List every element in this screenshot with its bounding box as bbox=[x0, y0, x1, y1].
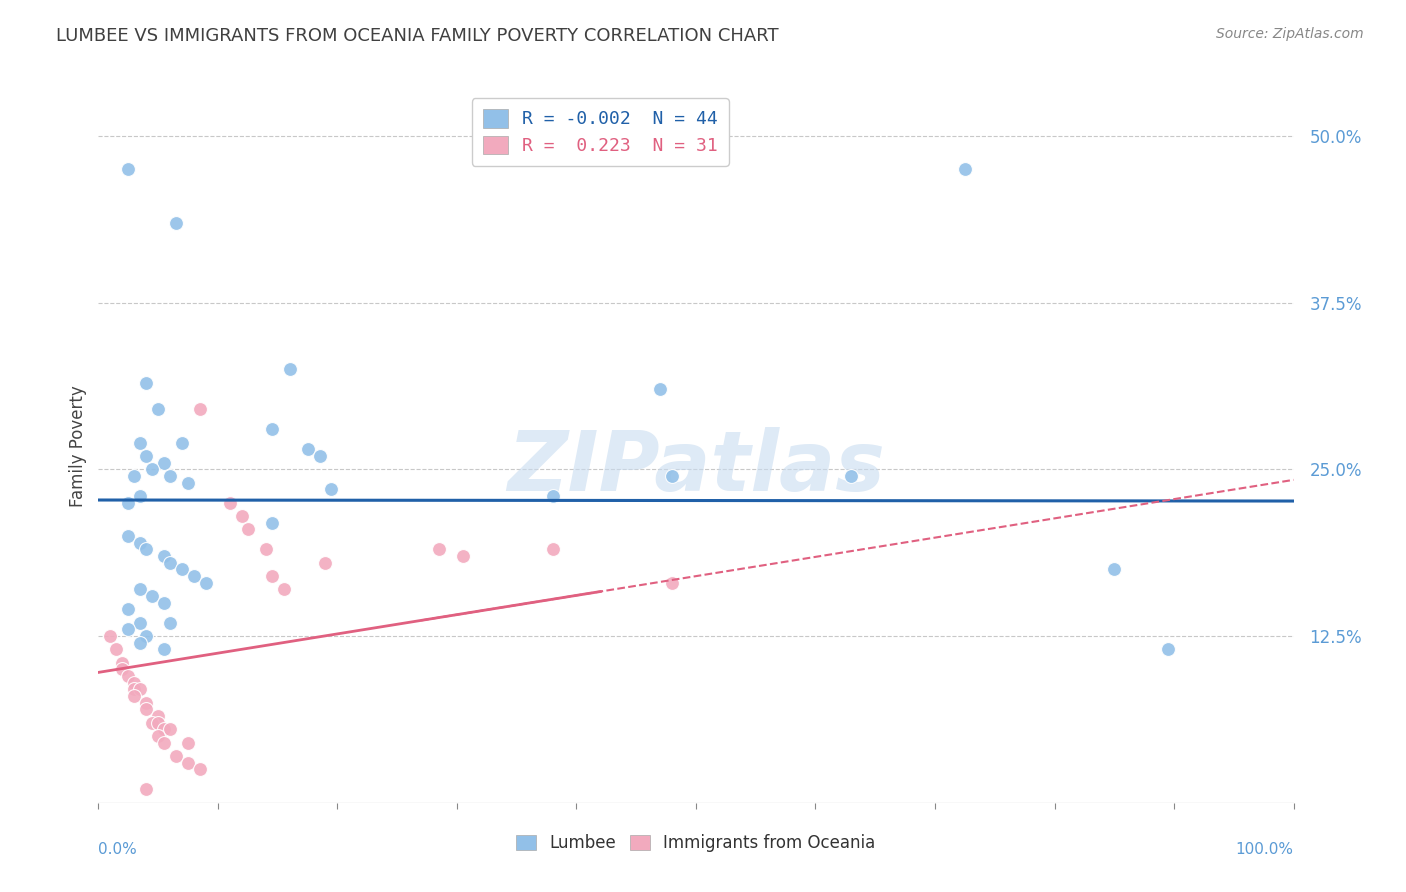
Point bbox=[124, 469, 146, 483]
Point bbox=[135, 449, 157, 463]
Point bbox=[148, 715, 170, 730]
Text: LUMBEE VS IMMIGRANTS FROM OCEANIA FAMILY POVERTY CORRELATION CHART: LUMBEE VS IMMIGRANTS FROM OCEANIA FAMILY… bbox=[56, 27, 779, 45]
Point bbox=[98, 629, 122, 643]
Point bbox=[148, 402, 170, 417]
Point bbox=[135, 782, 157, 797]
Point bbox=[308, 449, 330, 463]
Point bbox=[117, 669, 139, 683]
Point bbox=[141, 715, 163, 730]
Point bbox=[1104, 562, 1126, 576]
Legend: R = -0.002  N = 44, R =  0.223  N = 31: R = -0.002 N = 44, R = 0.223 N = 31 bbox=[472, 98, 728, 166]
Point bbox=[111, 656, 134, 670]
Text: Source: ZipAtlas.com: Source: ZipAtlas.com bbox=[1216, 27, 1364, 41]
Point bbox=[141, 462, 163, 476]
Point bbox=[117, 162, 139, 177]
Point bbox=[841, 469, 863, 483]
Point bbox=[153, 736, 176, 750]
Point bbox=[153, 723, 176, 737]
Point bbox=[159, 556, 181, 570]
Point bbox=[153, 549, 176, 563]
Point bbox=[153, 456, 176, 470]
Point bbox=[315, 556, 337, 570]
Point bbox=[172, 562, 194, 576]
Point bbox=[153, 596, 176, 610]
Point bbox=[135, 702, 157, 716]
Point bbox=[195, 575, 218, 590]
Point bbox=[661, 575, 683, 590]
Point bbox=[219, 496, 242, 510]
Point bbox=[188, 402, 211, 417]
Point bbox=[159, 723, 181, 737]
Point bbox=[648, 382, 672, 396]
Point bbox=[124, 675, 146, 690]
Point bbox=[321, 483, 343, 497]
Point bbox=[117, 602, 139, 616]
Point bbox=[273, 582, 295, 597]
Text: 0.0%: 0.0% bbox=[98, 842, 138, 857]
Point bbox=[278, 362, 301, 376]
Point bbox=[153, 642, 176, 657]
Point bbox=[260, 422, 283, 436]
Point bbox=[148, 729, 170, 743]
Point bbox=[541, 542, 564, 557]
Point bbox=[1157, 642, 1180, 657]
Point bbox=[297, 442, 319, 457]
Point bbox=[135, 376, 157, 390]
Point bbox=[188, 763, 211, 777]
Point bbox=[953, 162, 976, 177]
Point bbox=[183, 569, 205, 583]
Point bbox=[165, 749, 187, 764]
Point bbox=[129, 636, 152, 650]
Point bbox=[129, 535, 152, 549]
Point bbox=[124, 689, 146, 703]
Point bbox=[135, 696, 157, 710]
Point bbox=[129, 682, 152, 697]
Point bbox=[231, 509, 253, 524]
Point bbox=[129, 489, 152, 503]
Point bbox=[165, 216, 187, 230]
Point bbox=[148, 709, 170, 723]
Point bbox=[254, 542, 277, 557]
Point bbox=[117, 529, 139, 543]
Text: ZIPatlas: ZIPatlas bbox=[508, 427, 884, 508]
Point bbox=[141, 589, 163, 603]
Point bbox=[177, 475, 200, 490]
Point bbox=[105, 642, 128, 657]
Point bbox=[111, 662, 134, 676]
Point bbox=[661, 469, 683, 483]
Point bbox=[129, 582, 152, 597]
Point bbox=[159, 469, 181, 483]
Point bbox=[135, 542, 157, 557]
Point bbox=[451, 549, 474, 563]
Point bbox=[177, 736, 200, 750]
Point bbox=[427, 542, 450, 557]
Point bbox=[260, 569, 283, 583]
Point bbox=[159, 615, 181, 630]
Point bbox=[117, 623, 139, 637]
Point bbox=[135, 629, 157, 643]
Point bbox=[124, 682, 146, 697]
Point bbox=[129, 435, 152, 450]
Point bbox=[236, 522, 259, 536]
Point bbox=[177, 756, 200, 770]
Point bbox=[129, 615, 152, 630]
Point bbox=[260, 516, 283, 530]
Text: 100.0%: 100.0% bbox=[1236, 842, 1294, 857]
Point bbox=[541, 489, 564, 503]
Point bbox=[172, 435, 194, 450]
Y-axis label: Family Poverty: Family Poverty bbox=[69, 385, 87, 507]
Point bbox=[117, 496, 139, 510]
